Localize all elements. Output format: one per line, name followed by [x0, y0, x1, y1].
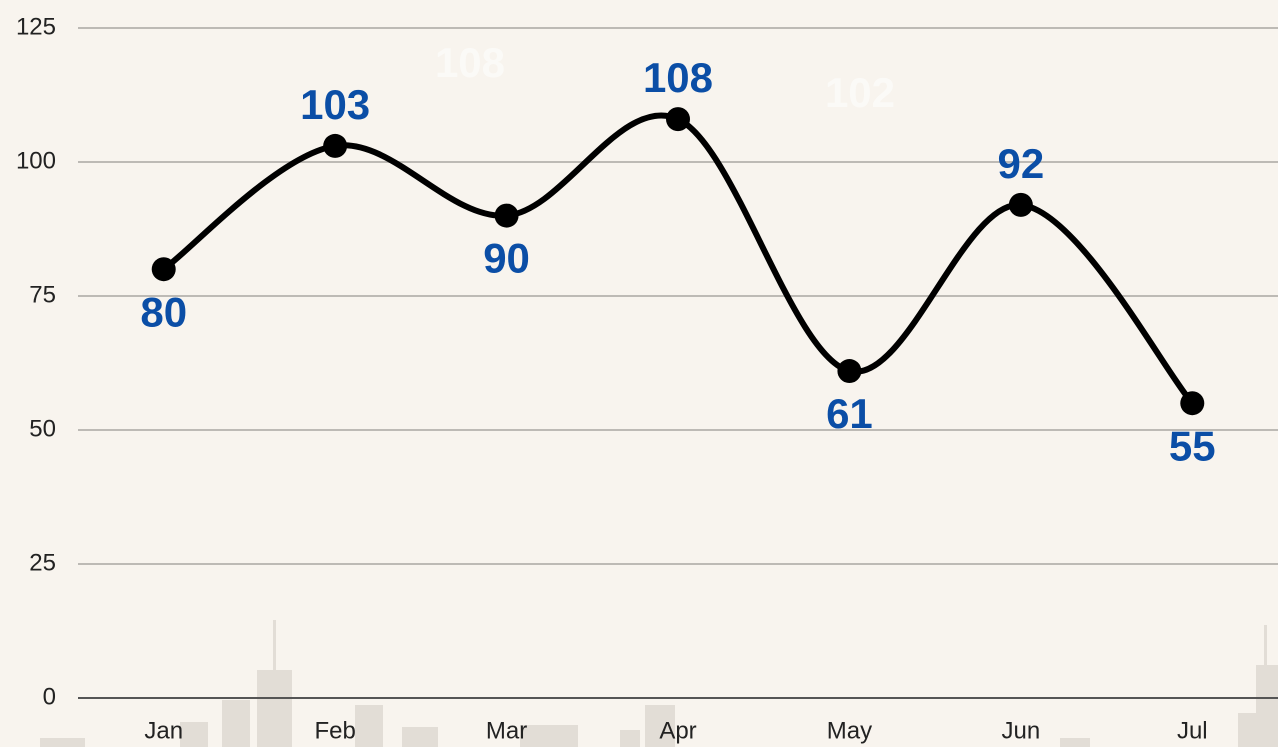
point — [1009, 193, 1033, 217]
background — [0, 0, 1278, 747]
x-tick-label: Apr — [659, 717, 696, 744]
x-tick-label: May — [827, 717, 872, 744]
x-tick-label: Jan — [144, 717, 183, 744]
x-tick-label: Mar — [486, 717, 527, 744]
point — [837, 359, 861, 383]
page: {"chart_data": {"type": "line", "categor… — [0, 0, 1278, 747]
data-label: 61 — [826, 390, 873, 437]
chart: 108 102 0 25 50 75 100 125 Jan Feb Mar Apr May Jun J… — [0, 0, 1278, 747]
y-tick-label: 0 — [43, 683, 56, 710]
data-label: 92 — [997, 140, 1044, 187]
point — [1180, 391, 1204, 415]
point — [323, 134, 347, 158]
y-tick-label: 100 — [16, 147, 56, 174]
faint-annotation: 108 — [435, 39, 505, 86]
y-tick-label: 125 — [16, 13, 56, 40]
faint-annotation: 102 — [825, 69, 895, 116]
y-tick-label: 75 — [29, 281, 56, 308]
x-tick-label: Feb — [314, 717, 355, 744]
point — [666, 107, 690, 131]
point — [495, 204, 519, 228]
x-tick-label: Jun — [1002, 717, 1041, 744]
data-label: 108 — [643, 54, 713, 101]
x-tick-label: Jul — [1177, 717, 1208, 744]
y-tick-label: 25 — [29, 549, 56, 576]
data-label: 55 — [1169, 422, 1216, 469]
data-label: 103 — [300, 81, 370, 128]
y-tick-label: 50 — [29, 415, 56, 442]
point — [152, 257, 176, 281]
data-label: 90 — [483, 235, 530, 282]
data-label: 80 — [140, 288, 187, 335]
